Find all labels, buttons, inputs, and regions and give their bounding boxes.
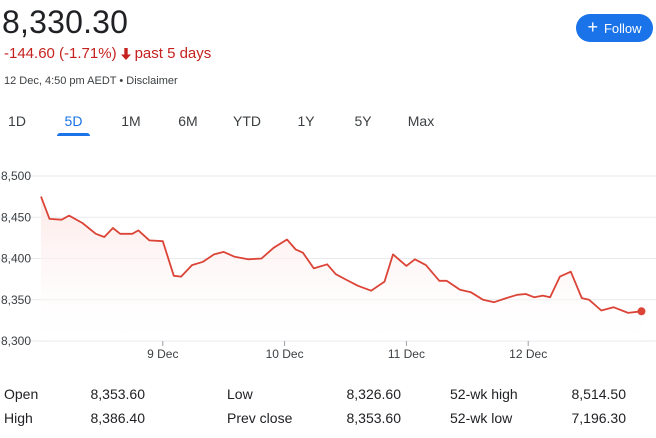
time-range-tabs: 1D 5D 1M 6M YTD 1Y 5Y Max — [0, 104, 656, 136]
stat-value-52wk-high: 8,514.50 — [571, 386, 627, 402]
y-tick-label: 8,400 — [1, 252, 31, 266]
price-line — [40, 196, 642, 314]
disclaimer-link[interactable]: Disclaimer — [126, 75, 178, 87]
tab-max[interactable]: Max — [407, 113, 435, 129]
stat-value-open: 8,353.60 — [90, 386, 146, 402]
stat-label-low: Low — [227, 386, 253, 402]
tab-1y[interactable]: 1Y — [297, 113, 315, 129]
tab-ytd[interactable]: YTD — [233, 113, 261, 129]
stat-label-high: High — [4, 410, 33, 426]
y-tick-label: 8,350 — [1, 293, 31, 307]
stat-value-prev-close: 8,353.60 — [346, 410, 402, 426]
tab-5y[interactable]: 5Y — [354, 113, 372, 129]
follow-button[interactable]: + Follow — [576, 14, 653, 42]
change-value: -144.60 (-1.71%) — [4, 45, 117, 62]
price-change: -144.60 (-1.71%) past 5 days — [4, 45, 211, 62]
x-tick-label: 12 Dec — [509, 347, 547, 361]
stats-table: Open 8,353.60 High 8,386.40 Low 8,326.60… — [0, 378, 656, 438]
separator-dot: • — [119, 75, 124, 87]
x-tick-label: 10 Dec — [266, 347, 304, 361]
last-price-point — [637, 307, 646, 316]
x-tick-label: 11 Dec — [388, 347, 425, 361]
timestamp: 12 Dec, 4:50 pm AEDT — [4, 75, 117, 87]
follow-label: Follow — [603, 20, 642, 36]
stat-label-52wk-low: 52-wk low — [450, 410, 513, 426]
y-tick-label: 8,300 — [1, 334, 31, 348]
timestamp-line: 12 Dec, 4:50 pm AEDT • Disclaimer — [4, 75, 178, 87]
tab-1m[interactable]: 1M — [121, 113, 141, 129]
price-value: 8,330.30 — [2, 4, 129, 40]
plus-icon: + — [587, 17, 598, 37]
stat-label-prev-close: Prev close — [227, 410, 293, 426]
tab-6m[interactable]: 6M — [178, 113, 198, 129]
y-tick-label: 8,500 — [1, 169, 31, 183]
tab-1d[interactable]: 1D — [8, 113, 26, 129]
price-chart[interactable]: 8,500 8,450 8,400 8,350 8,300 9 Dec 10 Dec 11 … — [0, 160, 656, 370]
arrow-down-icon — [120, 47, 132, 61]
y-tick-label: 8,450 — [1, 210, 31, 224]
x-tick-label: 9 Dec — [147, 347, 178, 361]
price-area-fill — [41, 196, 642, 341]
stat-label-52wk-high: 52-wk high — [450, 386, 518, 402]
stat-value-high: 8,386.40 — [90, 410, 146, 426]
stat-label-open: Open — [4, 386, 39, 402]
price-chart-svg: 8,500 8,450 8,400 8,350 8,300 9 Dec 10 Dec 11 … — [0, 169, 656, 361]
tab-5d[interactable]: 5D — [57, 104, 90, 136]
stat-value-low: 8,326.60 — [346, 386, 402, 402]
change-period: past 5 days — [134, 45, 212, 62]
stat-value-52wk-low: 7,196.30 — [571, 410, 627, 426]
